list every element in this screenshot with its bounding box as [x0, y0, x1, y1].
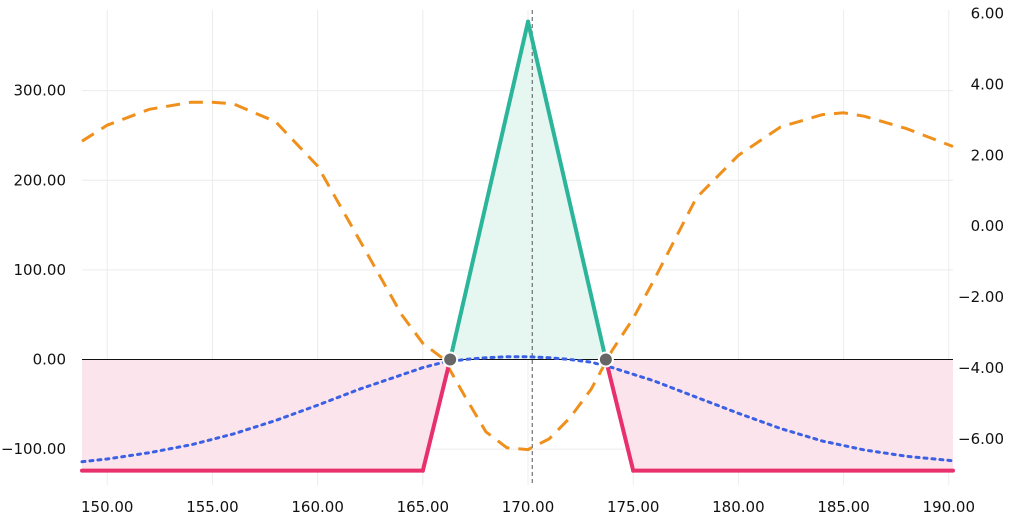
pnl-loss-segment — [603, 357, 636, 473]
y-right-tick-label: −2.00 — [958, 288, 1004, 306]
x-tick-label: 175.00 — [607, 498, 660, 516]
breakeven-markers — [442, 351, 614, 368]
x-tick-label: 190.00 — [923, 498, 976, 516]
y-left-tick-label: 300.00 — [14, 82, 67, 100]
x-tick-label: 165.00 — [397, 498, 450, 516]
series-dotted-line — [80, 355, 955, 464]
y-axis-left: 300.00 200.00 100.00 0.00 −100.00 — [1, 82, 66, 458]
breakeven-point — [597, 351, 614, 368]
y-right-tick-label: −6.00 — [958, 430, 1004, 448]
x-tick-label: 185.00 — [817, 498, 870, 516]
x-tick-label: 170.00 — [502, 498, 555, 516]
pnl-profit-segment — [448, 19, 531, 362]
breakeven-point — [442, 351, 459, 368]
y-right-tick-label: 4.00 — [971, 75, 1004, 93]
pnl-profit-segment — [526, 19, 608, 362]
y-left-tick-label: −100.00 — [1, 440, 66, 458]
x-axis: 150.00 155.00 160.00 165.00 170.00 175.00 180.… — [81, 498, 975, 516]
loss-area-left — [82, 359, 451, 471]
series-layer — [80, 19, 955, 473]
y-left-tick-label: 200.00 — [14, 171, 67, 189]
pnl-loss-segment — [420, 357, 453, 473]
y-right-tick-label: 2.00 — [971, 146, 1004, 164]
profit-loss-fill — [82, 21, 953, 471]
x-tick-label: 160.00 — [291, 498, 344, 516]
loss-area-right — [605, 359, 953, 471]
y-left-tick-label: 100.00 — [14, 261, 67, 279]
y-right-tick-label: 0.00 — [971, 217, 1004, 235]
y-axis-right: 6.00 4.00 2.00 0.00 −2.00 −4.00 −6.00 — [958, 5, 1004, 448]
y-right-tick-label: −4.00 — [958, 359, 1004, 377]
profit-area — [450, 21, 606, 360]
y-right-tick-label: 6.00 — [971, 5, 1004, 23]
x-tick-label: 155.00 — [186, 498, 239, 516]
x-tick-label: 150.00 — [81, 498, 134, 516]
y-left-tick-label: 0.00 — [33, 351, 66, 369]
x-tick-label: 180.00 — [712, 498, 765, 516]
